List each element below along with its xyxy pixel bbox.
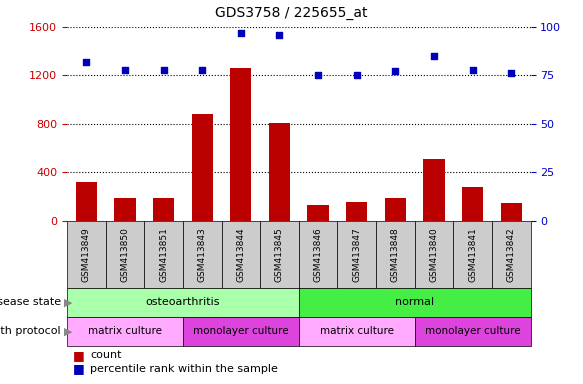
Text: matrix culture: matrix culture xyxy=(88,326,162,336)
Text: GSM413844: GSM413844 xyxy=(236,227,245,282)
Text: GSM413843: GSM413843 xyxy=(198,227,207,282)
Text: ■: ■ xyxy=(73,349,85,362)
Text: GSM413851: GSM413851 xyxy=(159,227,168,282)
Point xyxy=(468,66,477,73)
Point xyxy=(275,31,284,38)
Bar xyxy=(114,199,136,221)
Bar xyxy=(153,198,174,221)
Text: GSM413850: GSM413850 xyxy=(121,227,129,282)
Point xyxy=(82,59,91,65)
Bar xyxy=(192,114,213,221)
Text: GSM413842: GSM413842 xyxy=(507,227,516,282)
Text: matrix culture: matrix culture xyxy=(319,326,394,336)
Text: GSM413849: GSM413849 xyxy=(82,227,91,282)
Text: GSM413847: GSM413847 xyxy=(352,227,361,282)
Text: ■: ■ xyxy=(73,362,85,375)
Point xyxy=(198,66,207,73)
Text: count: count xyxy=(90,350,122,360)
Point xyxy=(120,66,129,73)
Text: GSM413848: GSM413848 xyxy=(391,227,400,282)
Bar xyxy=(501,203,522,221)
Text: ▶: ▶ xyxy=(64,326,73,336)
Text: ▶: ▶ xyxy=(64,297,73,308)
Point xyxy=(352,72,361,78)
Text: monolayer culture: monolayer culture xyxy=(425,326,521,336)
Text: GSM413846: GSM413846 xyxy=(314,227,322,282)
Point xyxy=(507,70,516,76)
Text: disease state: disease state xyxy=(0,297,64,308)
Text: osteoarthritis: osteoarthritis xyxy=(146,297,220,308)
Bar xyxy=(346,202,367,221)
Point xyxy=(159,66,168,73)
Bar xyxy=(462,187,483,221)
Point xyxy=(429,53,438,59)
Bar xyxy=(385,199,406,221)
Bar xyxy=(423,159,445,221)
Point xyxy=(314,72,323,78)
Bar xyxy=(230,68,251,221)
Text: growth protocol: growth protocol xyxy=(0,326,64,336)
Text: GSM413840: GSM413840 xyxy=(430,227,438,282)
Text: normal: normal xyxy=(395,297,434,308)
Bar xyxy=(269,122,290,221)
Bar xyxy=(307,205,329,221)
Point xyxy=(236,30,245,36)
Text: GSM413845: GSM413845 xyxy=(275,227,284,282)
Text: monolayer culture: monolayer culture xyxy=(193,326,289,336)
Text: GDS3758 / 225655_at: GDS3758 / 225655_at xyxy=(215,7,368,20)
Point xyxy=(391,68,400,74)
Bar xyxy=(76,182,97,221)
Text: percentile rank within the sample: percentile rank within the sample xyxy=(90,364,278,374)
Text: GSM413841: GSM413841 xyxy=(468,227,477,282)
